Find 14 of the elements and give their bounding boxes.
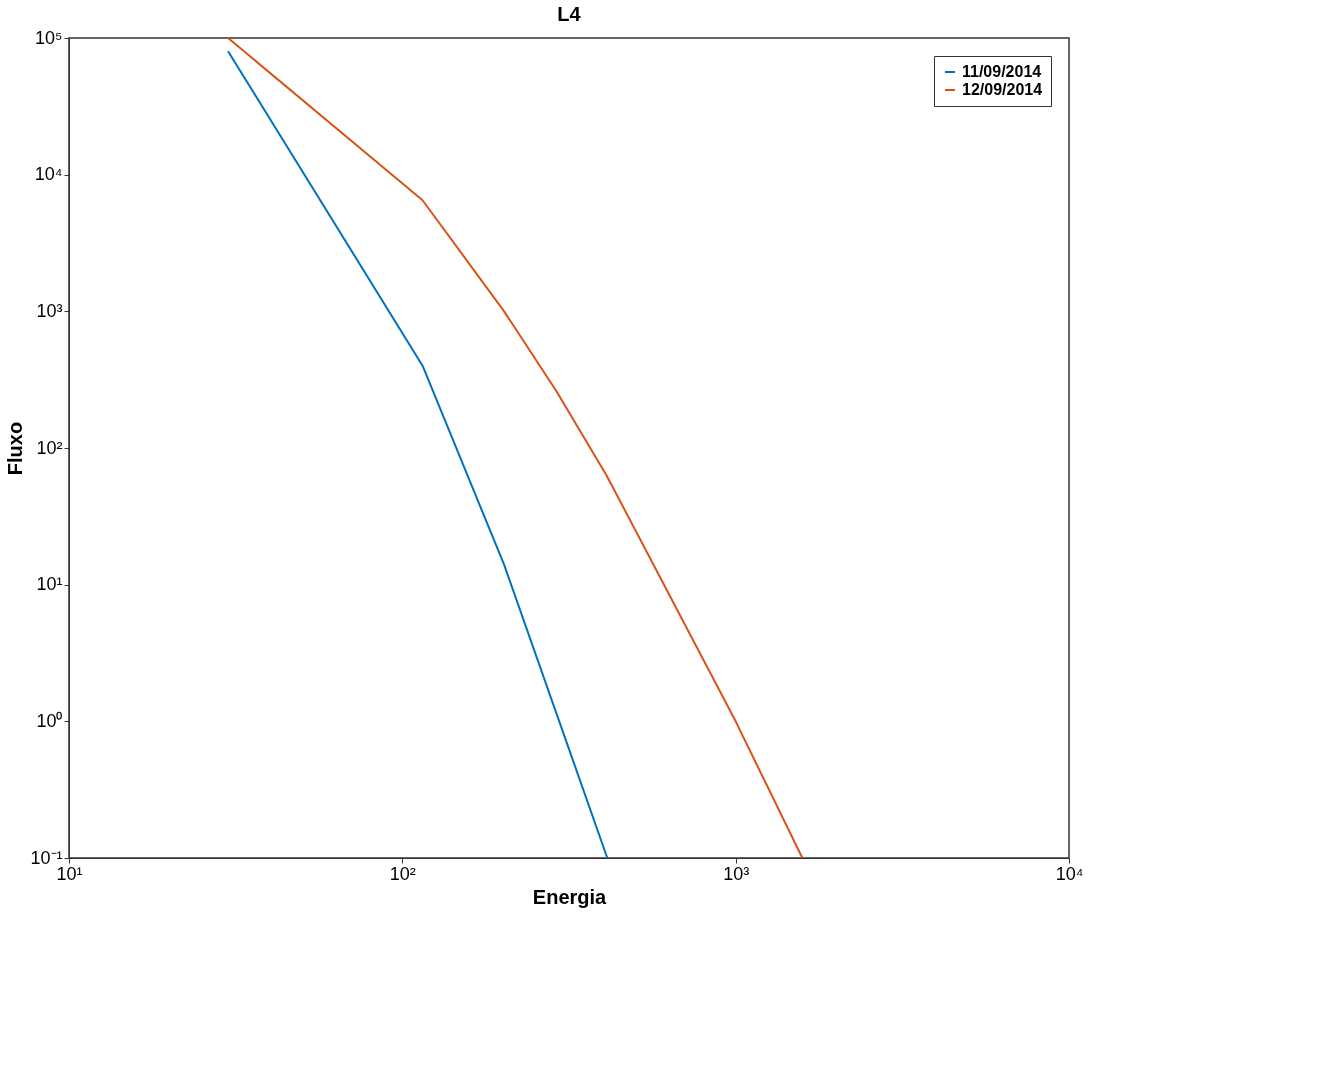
x-tick-label: 10² bbox=[389, 863, 416, 884]
y-tick-label: 10⁵ bbox=[35, 27, 63, 48]
y-axis-title: Fluxo bbox=[4, 421, 27, 476]
y-tick-label: 10⁰ bbox=[36, 710, 63, 731]
legend-label: 11/09/2014 bbox=[962, 63, 1042, 80]
legend-label: 12/09/2014 bbox=[962, 81, 1043, 98]
x-tick-label: 10³ bbox=[723, 863, 750, 884]
x-axis-title: Energia bbox=[532, 885, 608, 908]
y-tick-label: 10³ bbox=[36, 300, 63, 321]
x-tick-label: 10⁴ bbox=[1055, 863, 1084, 884]
chart-title: L4 bbox=[557, 3, 582, 25]
y-tick-label: 10² bbox=[36, 437, 63, 458]
y-tick-label: 10¹ bbox=[36, 574, 63, 595]
y-tick-label: 10⁴ bbox=[34, 164, 63, 185]
